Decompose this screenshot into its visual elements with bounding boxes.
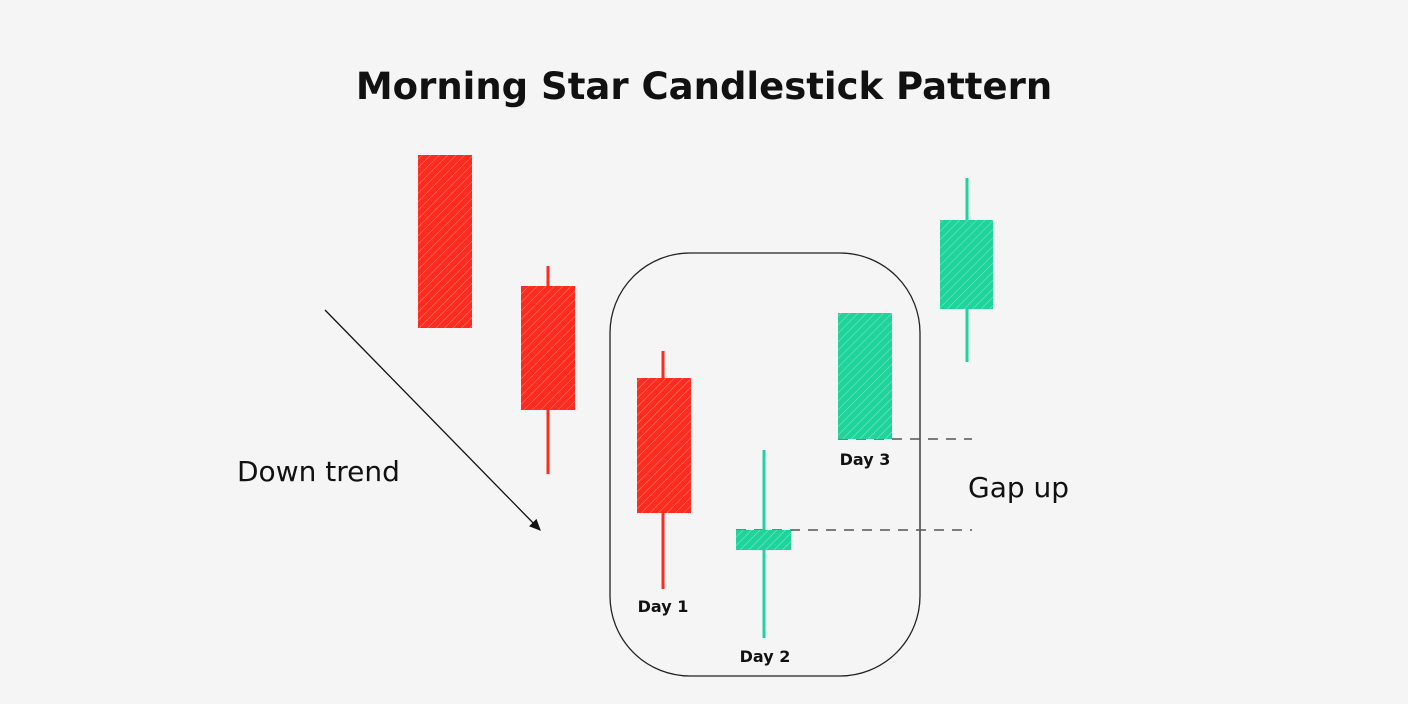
day1-label: Day 1	[638, 597, 689, 616]
candle-body	[940, 220, 993, 309]
candle-bearish-2	[521, 266, 575, 474]
candle-body	[521, 286, 575, 410]
gap-up-label: Gap up	[968, 471, 1069, 504]
candle-day-1	[637, 351, 691, 589]
diagram-title: Morning Star Candlestick Pattern	[356, 65, 1052, 108]
candle-day-3	[838, 313, 892, 439]
pattern-highlight-box	[609, 252, 921, 677]
candle-body	[736, 530, 791, 550]
candle-body	[418, 155, 472, 328]
day3-label: Day 3	[840, 450, 891, 469]
candle-bearish-1	[418, 155, 472, 328]
candle-bullish-after	[940, 178, 993, 362]
down-trend-arrow	[324, 309, 541, 531]
day2-label: Day 2	[740, 647, 791, 666]
down-trend-label: Down trend	[237, 455, 400, 488]
candle-body	[838, 313, 892, 439]
candle-day-2	[736, 450, 791, 638]
candle-body	[637, 378, 691, 513]
